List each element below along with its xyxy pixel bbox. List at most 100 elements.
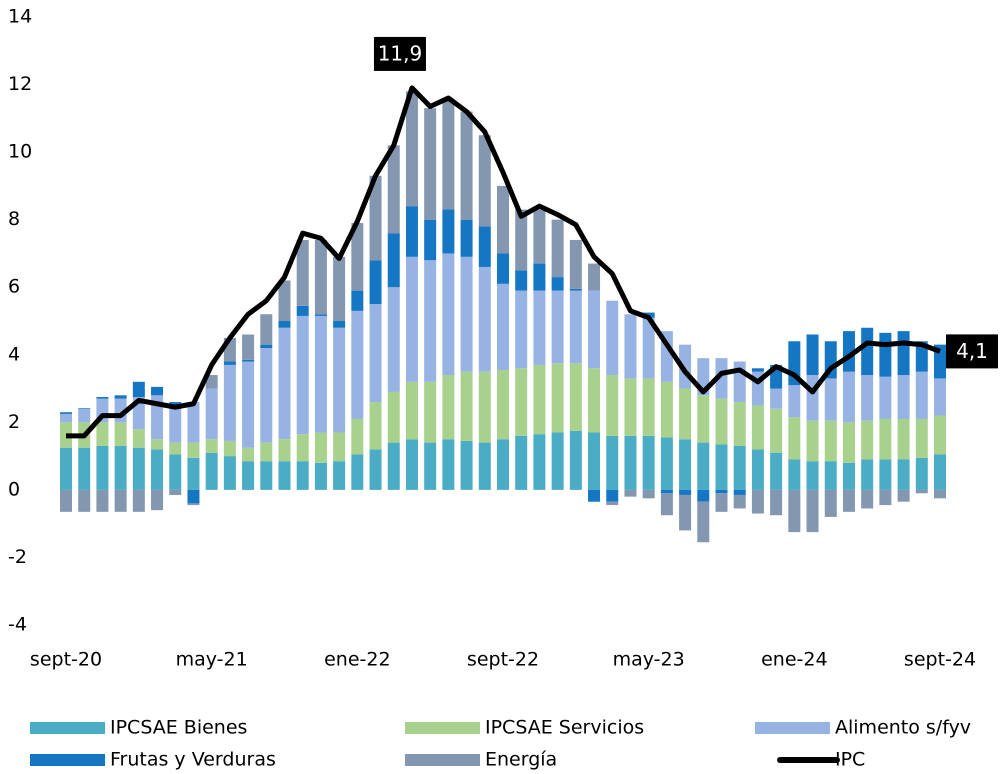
bar-segment xyxy=(260,442,273,462)
bar-segment xyxy=(260,461,273,490)
bar-segment xyxy=(460,371,473,441)
bar-segment xyxy=(223,440,236,457)
bar-segment xyxy=(642,489,655,499)
y-tick-label: 10 xyxy=(8,141,32,163)
bar-segment xyxy=(751,368,764,372)
bar-segment xyxy=(242,447,255,462)
bar-segment xyxy=(733,445,746,490)
bar-segment xyxy=(515,270,528,291)
bar-segment xyxy=(551,290,564,364)
bar-segment xyxy=(405,256,418,382)
bar-segment xyxy=(934,378,946,416)
y-tick-label: 2 xyxy=(8,411,20,433)
y-tick-label: -2 xyxy=(8,546,27,568)
x-tick-label: ene-24 xyxy=(761,649,827,671)
bar-segment xyxy=(515,290,528,369)
bar-segment xyxy=(533,364,546,435)
bar-segment xyxy=(824,378,837,421)
bar-segment xyxy=(861,489,874,509)
bar-segment xyxy=(442,101,455,210)
bar-segment xyxy=(770,408,783,453)
bar-segment xyxy=(660,493,673,516)
bar-segment xyxy=(278,439,291,462)
ipc-line xyxy=(66,85,941,439)
bar-segment xyxy=(879,376,892,419)
bar-segment xyxy=(569,430,582,490)
bar-segment xyxy=(660,437,673,490)
bar-segment xyxy=(405,206,418,257)
bar-segment xyxy=(460,219,473,257)
bar-segment xyxy=(861,327,874,376)
bar-segment xyxy=(679,388,692,440)
bar-segment xyxy=(679,494,692,531)
y-tick-label: 4 xyxy=(8,343,20,365)
bar-segment xyxy=(551,363,564,433)
bar-segment xyxy=(879,418,892,460)
bar-segment xyxy=(387,287,400,392)
bar-segment xyxy=(151,386,164,396)
legend-label: Frutas y Verduras xyxy=(110,749,276,771)
bar-segment xyxy=(387,233,400,288)
bar-segment xyxy=(132,381,145,397)
legend-swatch xyxy=(30,722,105,734)
bar-segment xyxy=(715,358,728,399)
bar-segment xyxy=(569,288,582,291)
bar-segment xyxy=(351,310,364,419)
bar-segment xyxy=(842,331,855,372)
bar-segment xyxy=(697,501,710,543)
bar-segment xyxy=(260,344,273,349)
bar-segment xyxy=(169,442,182,455)
bar-segment xyxy=(478,135,491,227)
bar-segment xyxy=(788,459,801,490)
bar-segment xyxy=(915,418,928,458)
legend-swatch xyxy=(755,722,830,734)
bar-segment xyxy=(588,290,601,369)
bar-segment xyxy=(369,402,382,450)
bar-segment xyxy=(296,315,309,435)
bar-segment xyxy=(460,111,473,220)
y-tick-label: 8 xyxy=(8,208,20,230)
bar-segment xyxy=(60,413,72,423)
legend-swatch xyxy=(405,722,480,734)
bar-segment xyxy=(806,489,819,533)
annotation-box xyxy=(373,36,426,71)
bar-segment xyxy=(60,489,72,512)
bar-segment xyxy=(369,260,382,305)
bar-segment xyxy=(169,489,182,495)
x-tick-label: sept-20 xyxy=(30,649,102,671)
bar-segment xyxy=(296,239,309,306)
bar-segment xyxy=(533,290,546,365)
legend-label: Energía xyxy=(485,749,557,771)
bar-segment xyxy=(897,489,910,502)
x-tick-label: may-21 xyxy=(176,649,248,671)
bar-segment xyxy=(78,408,91,423)
y-tick-label: 14 xyxy=(8,6,32,28)
bar-segment xyxy=(733,402,746,446)
bar-segment xyxy=(314,462,327,490)
bar-segment xyxy=(624,314,637,379)
bar-segment xyxy=(770,388,783,409)
bar-segment xyxy=(715,493,728,512)
bar-segment xyxy=(824,420,837,462)
bar-segment xyxy=(169,405,182,443)
bar-segment xyxy=(442,375,455,440)
bar-segment xyxy=(351,418,364,455)
legend-swatch xyxy=(405,754,480,766)
x-tick-label: sept-24 xyxy=(904,649,976,671)
bar-segment xyxy=(187,442,200,458)
bar-segment xyxy=(205,439,218,453)
bar-segment xyxy=(278,461,291,490)
y-tick-label: 12 xyxy=(8,73,32,95)
bar-segment xyxy=(387,442,400,490)
bar-segment xyxy=(405,381,418,440)
bar-segment xyxy=(660,489,673,494)
bar-segment xyxy=(897,418,910,460)
bar-segment xyxy=(187,489,200,504)
bar-segment xyxy=(442,253,455,376)
bar-segment xyxy=(296,305,309,316)
x-tick-label: sept-22 xyxy=(467,649,539,671)
legend-label: Alimento s/fyv xyxy=(835,717,971,739)
bar-segment xyxy=(242,334,255,360)
bar-segment xyxy=(333,256,346,321)
bar-segment xyxy=(151,489,164,511)
